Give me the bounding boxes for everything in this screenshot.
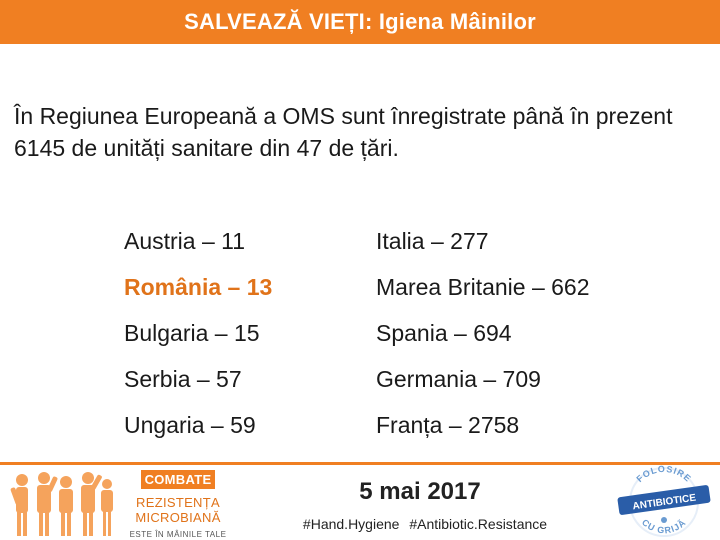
footer: COMBATE REZISTENȚA MICROBIANĂ ESTE ÎN MÂ… xyxy=(0,462,720,540)
country-row: Marea Britanie – 662 xyxy=(376,274,590,300)
event-date: 5 mai 2017 xyxy=(359,478,481,505)
country-row-highlighted: România – 13 xyxy=(124,274,273,300)
footer-divider xyxy=(0,462,720,465)
hashtags: #Hand.Hygiene #Antibiotic.Resistance xyxy=(302,516,548,532)
country-row: Italia – 277 xyxy=(376,228,489,254)
campaign-logo: COMBATE REZISTENȚA MICROBIANĂ ESTE ÎN MÂ… xyxy=(118,470,238,539)
country-row: Franța – 2758 xyxy=(376,412,520,438)
people-silhouettes-icon xyxy=(10,472,113,536)
page-title: SALVEAZĂ VIEȚI: Igiena Mâinilor xyxy=(184,9,536,34)
countries-left-column: Austria – 11 România – 13 Bulgaria – 15 … xyxy=(124,218,272,448)
country-row: Spania – 694 xyxy=(376,320,512,346)
country-row: Germania – 709 xyxy=(376,366,541,392)
country-row: Serbia – 57 xyxy=(124,366,242,392)
countries-right-column: Italia – 277 Marea Britanie – 662 Spania… xyxy=(376,218,590,448)
campaign-line-4: ESTE ÎN MÂINILE TALE xyxy=(129,530,227,539)
country-row: Austria – 11 xyxy=(124,228,246,254)
country-row: Bulgaria – 15 xyxy=(124,320,260,346)
intro-text: În Regiunea Europeană a OMS sunt înregis… xyxy=(14,103,673,161)
country-row: Ungaria – 59 xyxy=(124,412,256,438)
campaign-line-3: MICROBIANĂ xyxy=(135,510,221,525)
title-bar: SALVEAZĂ VIEȚI: Igiena Mâinilor xyxy=(0,0,720,44)
campaign-line-2: REZISTENȚA xyxy=(136,495,220,510)
campaign-line-1: COMBATE xyxy=(140,470,216,489)
antibiotice-badge-icon: FOLOSIRE ANTIBIOTICE CU GRIJĂ xyxy=(617,464,711,537)
